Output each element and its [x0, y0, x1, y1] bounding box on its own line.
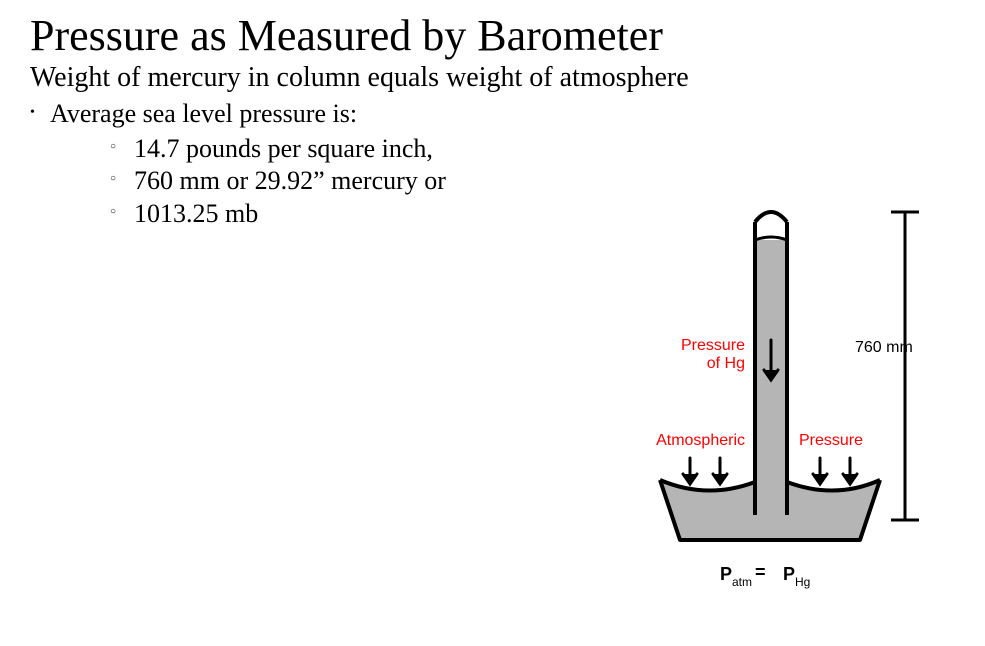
barometer-svg: 760 mm	[585, 200, 945, 620]
atm-arrow-right-2-icon	[843, 458, 857, 484]
atm-arrow-right-1-icon	[813, 458, 827, 484]
hg-pressure-label-1: Pressure	[681, 337, 745, 354]
hg-pressure-label-2: of Hg	[707, 355, 745, 372]
barometer-diagram: 760 mm	[585, 200, 945, 620]
formula-p1: P	[720, 564, 732, 584]
bullet-intro-text: Average sea level pressure is:	[50, 99, 357, 128]
formula-sub2: Hg	[795, 575, 810, 589]
atm-arrow-left-1-icon	[683, 458, 697, 484]
subtitle: Weight of mercury in column equals weigh…	[30, 62, 955, 94]
atmospheric-label: Atmospheric	[656, 432, 745, 449]
sub-bullet-item: 14.7 pounds per square inch,	[110, 133, 955, 166]
height-bracket	[891, 212, 919, 520]
sub-bullet-item: 760 mm or 29.92” mercury or	[110, 165, 955, 198]
page-title: Pressure as Measured by Barometer	[30, 12, 955, 60]
atm-arrow-left-2-icon	[713, 458, 727, 484]
pressure-label: Pressure	[799, 432, 863, 449]
svg-text:P: P	[720, 564, 732, 584]
formula-p2: P	[783, 564, 795, 584]
svg-text:P: P	[783, 564, 795, 584]
height-label: 760 mm	[855, 339, 913, 356]
formula-sub1: atm	[732, 575, 752, 589]
formula: P atm = P Hg	[720, 562, 810, 589]
formula-eq: =	[755, 562, 766, 582]
